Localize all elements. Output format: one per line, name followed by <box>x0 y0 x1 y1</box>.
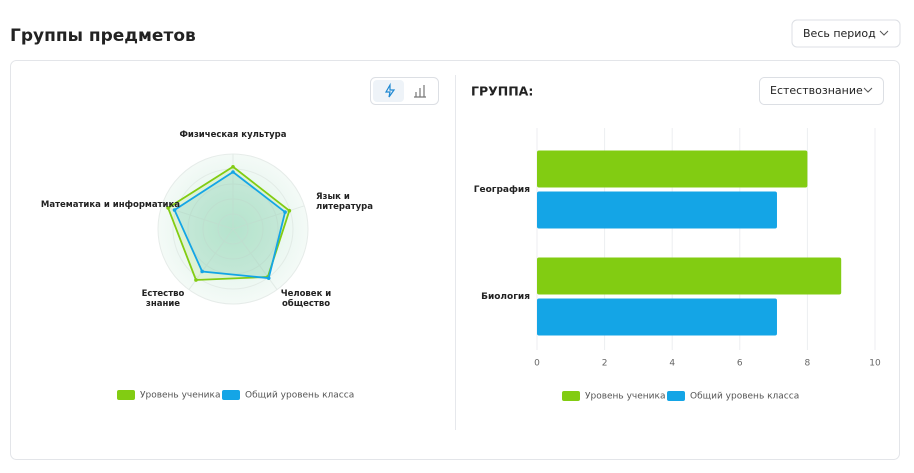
group-select-text: Естествознание <box>770 84 863 97</box>
legend-label: Общий уровень класса <box>245 391 354 401</box>
radar-point <box>200 269 204 274</box>
toggle-radar[interactable] <box>373 80 404 102</box>
radar-spoke <box>232 205 305 230</box>
radar-point <box>283 210 287 214</box>
legend-swatch <box>222 390 240 400</box>
x-tick-label: 8 <box>805 359 811 369</box>
x-tick-label: 6 <box>737 359 743 369</box>
legend-swatch <box>562 391 580 401</box>
bar-icon <box>414 85 426 98</box>
chevron <box>863 87 873 93</box>
bar <box>537 298 777 336</box>
radar-point <box>166 206 170 210</box>
radar-area <box>173 170 287 280</box>
category-label: Биология <box>481 292 530 302</box>
legend-label: Уровень ученика <box>140 391 220 401</box>
x-tick-label: 2 <box>602 359 608 369</box>
radar-icon <box>384 82 396 98</box>
radar-point <box>231 164 235 169</box>
radar-axis-label: Человек и общество <box>280 289 332 309</box>
bar <box>537 257 842 295</box>
period-select[interactable] <box>791 19 901 48</box>
x-tick-label: 0 <box>534 359 540 369</box>
radar-point <box>231 170 235 174</box>
legend-swatch <box>117 390 135 400</box>
radar-point <box>266 276 271 280</box>
page-title: Группы предметов <box>10 26 196 46</box>
radar-point <box>172 208 177 212</box>
legend-swatch <box>667 391 685 401</box>
x-tick-label: 4 <box>669 359 675 369</box>
group-label: ГРУППА: <box>471 84 533 99</box>
radar-axis-label: Математика и информатика <box>40 200 180 210</box>
period-select-text: Весь период <box>803 27 876 40</box>
toggle-bar[interactable] <box>406 80 436 102</box>
legend-label: Общий уровень класса <box>690 392 799 402</box>
bar <box>537 150 808 188</box>
legend-label: Уровень ученика <box>585 392 665 402</box>
x-tick-label: 10 <box>869 359 881 369</box>
radar-point <box>287 208 292 213</box>
group-select[interactable] <box>759 77 884 105</box>
radar-axis-label: Физическая культура <box>179 130 287 140</box>
bar <box>537 191 777 229</box>
radar-axis-label: Естество знание <box>141 289 185 309</box>
category-label: География <box>474 185 530 195</box>
radar-point <box>194 278 198 282</box>
radar-axis-label: Язык и литература <box>316 192 373 212</box>
chevron <box>879 30 889 36</box>
